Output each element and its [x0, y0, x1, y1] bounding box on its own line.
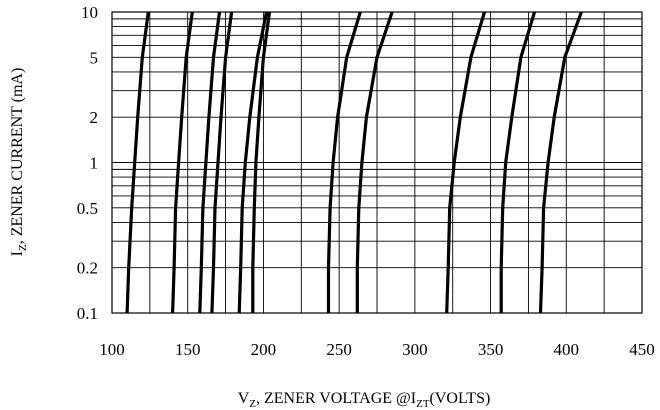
y-axis-label-main: I: [9, 251, 26, 256]
x-tick-label: 400: [554, 340, 580, 359]
y-tick-label: 2: [90, 108, 99, 127]
y-tick-label: 10: [81, 3, 98, 22]
y-tick-label: 1: [90, 154, 99, 173]
zener-curve-5: [237, 11, 269, 314]
zener-curve-1: [125, 11, 150, 314]
x-tick-label: 150: [175, 340, 201, 359]
x-tick-label: 250: [326, 340, 352, 359]
x-tick-labels: 100 150 200 250 300 350 400 450: [99, 340, 655, 359]
curve-group: [125, 11, 583, 314]
y-axis-label: IZ, ZENER CURRENT (mA): [9, 68, 29, 257]
y-axis-label-rest: , ZENER CURRENT (mA): [9, 68, 26, 245]
x-tick-label: 300: [402, 340, 428, 359]
x-axis-label-rest: , ZENER VOLTAGE @I: [256, 390, 416, 407]
x-axis-label-main: V: [238, 390, 250, 407]
zener-curve-8: [355, 11, 394, 313]
plot-frame: [111, 11, 643, 314]
x-axis-label-tail: (VOLTS): [430, 390, 491, 407]
zener-curve-10: [499, 11, 537, 313]
y-tick-label: 5: [90, 48, 99, 67]
x-tick-label: 200: [251, 340, 277, 359]
zener-curve-6: [251, 11, 272, 313]
y-tick-label: 0.2: [77, 259, 98, 278]
zener-curve-11: [538, 11, 583, 314]
x-axis-label-sub: Z: [249, 398, 256, 410]
zener-curve-4: [210, 11, 234, 314]
x-axis-label: VZ, ZENER VOLTAGE @IZT(VOLTS): [238, 390, 491, 410]
x-tick-label: 450: [629, 340, 655, 359]
x-tick-label: 100: [99, 340, 125, 359]
y-axis-label-sub: Z: [17, 244, 29, 251]
plot-grid: [111, 12, 643, 314]
x-tick-label: 350: [478, 340, 504, 359]
zener-curve-9: [445, 11, 487, 314]
y-tick-labels: 0.1 0.2 0.5 1 2 5 10: [77, 3, 98, 323]
zener-curve-3: [198, 11, 222, 314]
y-tick-label: 0.5: [77, 199, 98, 218]
zener-curve-7: [326, 11, 362, 313]
zener-curve-2: [171, 11, 194, 314]
x-axis-label-sub2: ZT: [416, 398, 430, 410]
y-tick-label: 0.1: [77, 304, 98, 323]
